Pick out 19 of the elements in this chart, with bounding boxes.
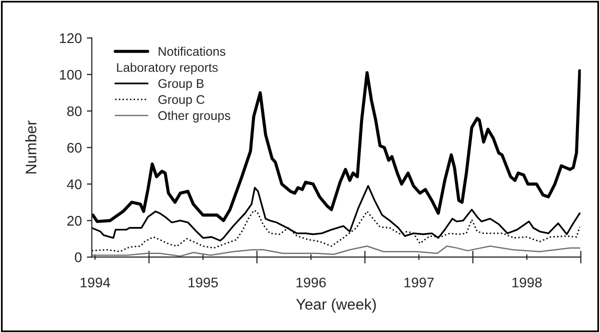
x-tick-label: 1995	[188, 278, 218, 288]
y-tick-label: 120	[60, 33, 82, 44]
x-tick-label: 1997	[404, 278, 434, 288]
legend-title: Laboratory reports	[117, 62, 218, 74]
y-tick-label: 20	[67, 216, 82, 226]
x-tick-label: 1994	[80, 278, 110, 288]
legend-label: Group C	[158, 95, 204, 106]
x-axis-title: Year (week)	[296, 298, 376, 313]
x-tick-label: 1998	[512, 278, 542, 288]
y-tick-label: 100	[60, 70, 82, 80]
legend-label: Notifications	[158, 46, 226, 56]
y-tick-label: 40	[66, 179, 82, 190]
legend-label: Group B	[158, 79, 204, 90]
y-axis-title: Number	[25, 120, 36, 174]
y-tick-label: 80	[67, 106, 82, 116]
y-tick-label: 60	[67, 142, 82, 153]
x-tick-label: 1996	[296, 278, 326, 288]
y-tick-label: 0	[74, 252, 82, 262]
legend-label: Other groups	[158, 110, 230, 122]
